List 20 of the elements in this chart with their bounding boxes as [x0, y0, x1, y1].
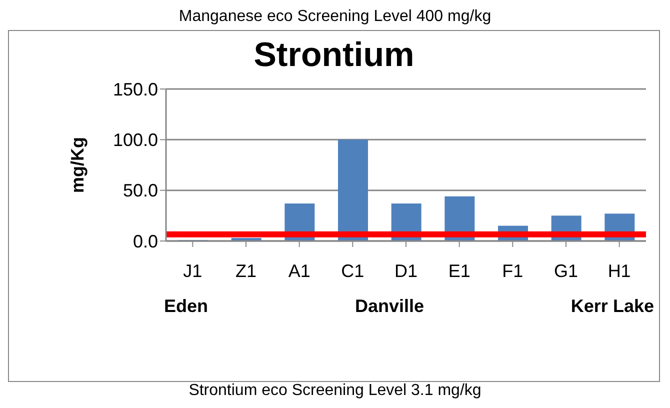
x-tick-label: C1 — [341, 261, 364, 281]
x-tick-label: F1 — [502, 261, 524, 281]
y-axis-title: mg/Kg — [67, 137, 88, 193]
chart-title: Strontium — [252, 35, 416, 76]
x-tick-label: J1 — [183, 261, 202, 281]
x-tick-label: Z1 — [235, 261, 257, 281]
y-tick-label: 0.0 — [132, 231, 158, 252]
x-tick-label: H1 — [608, 261, 631, 281]
text: Danville — [354, 296, 424, 317]
y-tick-label: 50.0 — [122, 180, 158, 201]
y-tick-label: 100.0 — [112, 130, 158, 150]
text: Kerr Lake — [570, 296, 654, 317]
text: Eden — [164, 296, 208, 317]
text: Manganese eco Screening Level 400 mg/kg — [178, 8, 492, 26]
text: Strontium eco Screening Level 3.1 mg/kg — [188, 382, 482, 400]
x-tick-label: E1 — [448, 261, 470, 281]
y-tick-label: 150.0 — [112, 79, 158, 100]
x-tick-label: A1 — [288, 261, 310, 281]
x-tick-label: G1 — [554, 261, 578, 281]
x-tick-label: D1 — [394, 261, 418, 281]
